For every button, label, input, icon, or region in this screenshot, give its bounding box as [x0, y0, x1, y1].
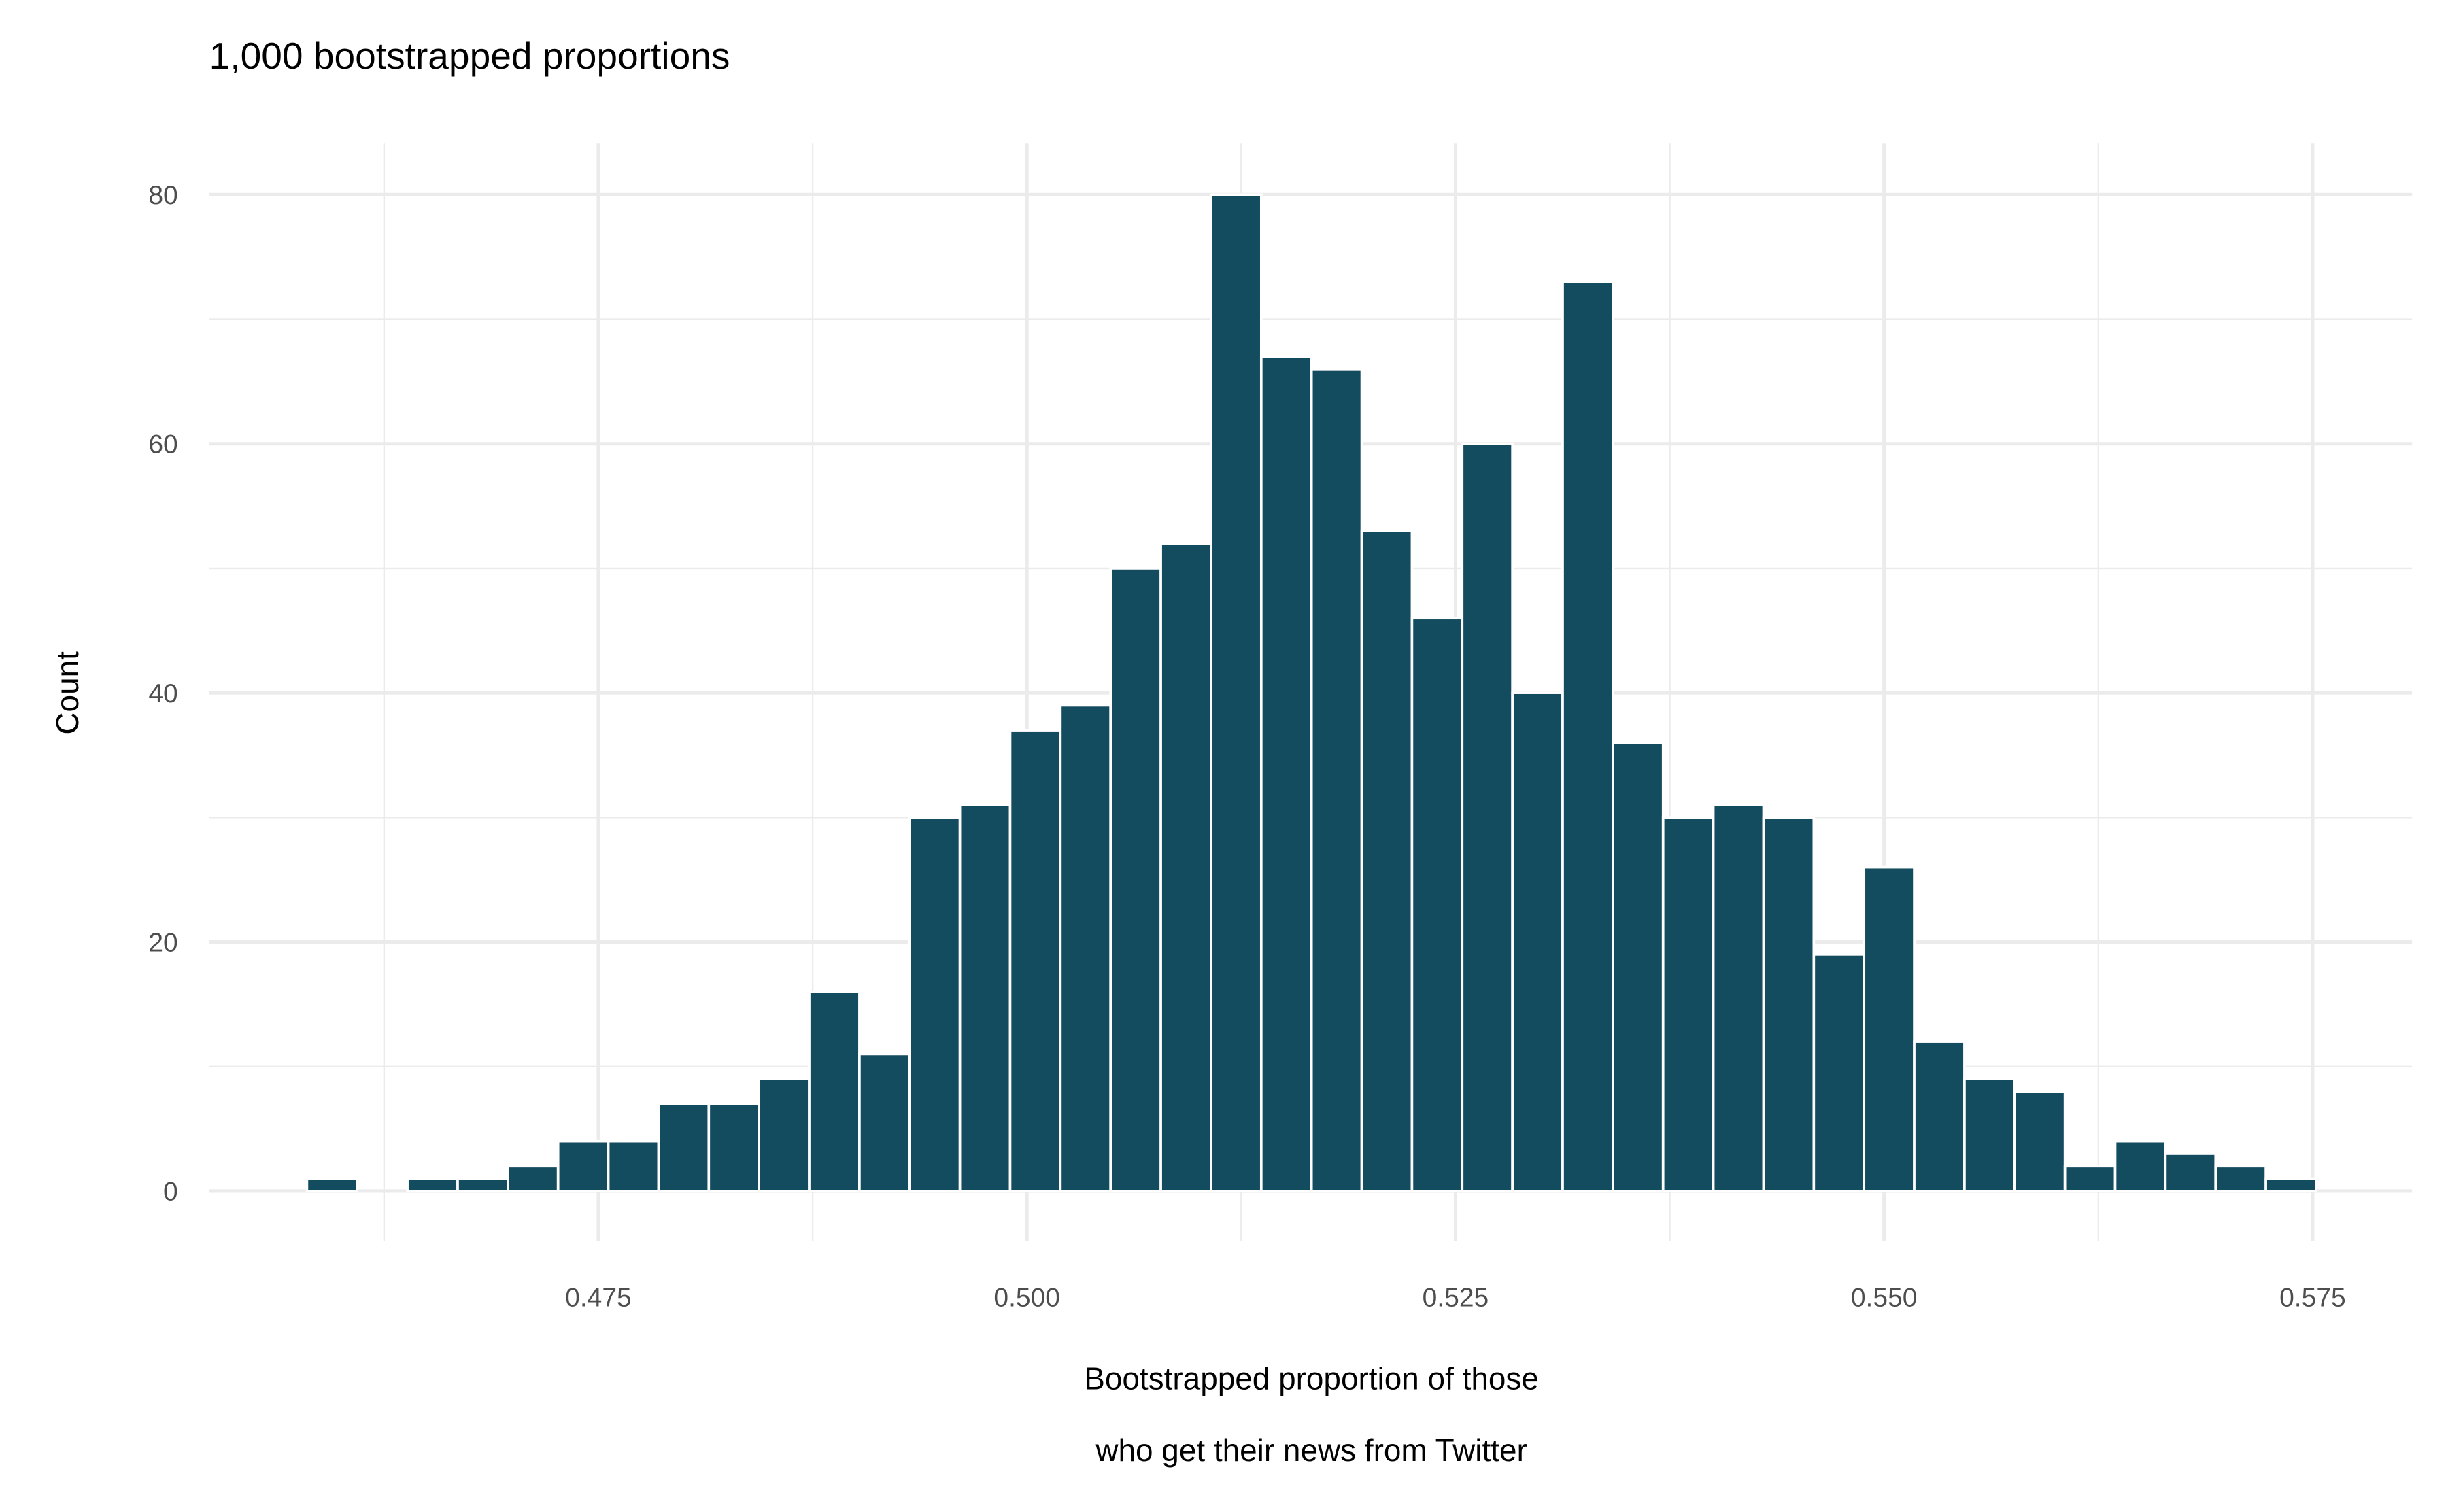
bar: [507, 1165, 560, 1192]
bar: [305, 1177, 359, 1192]
bar: [1059, 704, 1112, 1192]
bar: [456, 1177, 509, 1192]
x-tick-label: 0.525: [1423, 1284, 1489, 1313]
bar: [707, 1102, 761, 1192]
bar: [1008, 729, 1062, 1192]
bar: [958, 804, 1012, 1192]
chart-title: 1,000 bootstrapped proportions: [209, 35, 730, 77]
bar: [758, 1078, 811, 1192]
bar: [1511, 691, 1564, 1192]
bar: [1360, 530, 1414, 1192]
bar: [2013, 1090, 2067, 1192]
bar: [1210, 193, 1263, 1192]
bar: [858, 1052, 911, 1192]
x-tick-label: 0.500: [993, 1284, 1060, 1313]
y-tick-label: 80: [148, 181, 177, 210]
bar: [1310, 367, 1363, 1192]
x-axis-title: Bootstrapped proportion of those: [1084, 1360, 1539, 1396]
bar: [1913, 1040, 1966, 1192]
bar: [2113, 1139, 2167, 1192]
x-tick-label: 0.575: [2279, 1284, 2346, 1313]
bar: [1109, 567, 1162, 1192]
bar: [1762, 816, 1816, 1192]
bar: [1159, 542, 1212, 1192]
bar: [1410, 617, 1464, 1192]
x-tick-label: 0.550: [1851, 1284, 1918, 1313]
bar: [1963, 1078, 2016, 1192]
bar: [2063, 1165, 2117, 1192]
y-tick-label: 60: [148, 430, 177, 460]
bar: [1812, 953, 1866, 1192]
x-axis-title: who get their news from Twitter: [1095, 1432, 1527, 1468]
bar: [657, 1102, 711, 1192]
bar: [1461, 442, 1514, 1192]
y-axis-title: Count: [50, 651, 85, 735]
labels: 1,000 bootstrapped proportions Count Boo…: [50, 35, 2346, 1468]
bar: [1259, 355, 1313, 1192]
bar: [1863, 865, 1916, 1192]
bar: [1561, 280, 1614, 1192]
bar: [607, 1139, 660, 1192]
bar: [2214, 1165, 2267, 1192]
y-tick-label: 20: [148, 928, 177, 957]
bar: [1661, 816, 1715, 1192]
bar: [1712, 804, 1765, 1192]
bar: [2164, 1152, 2217, 1192]
x-tick-label: 0.475: [565, 1284, 632, 1313]
bar: [556, 1139, 610, 1192]
y-tick-label: 0: [163, 1178, 178, 1207]
bar: [1612, 741, 1665, 1192]
bar: [908, 816, 962, 1192]
y-tick-label: 40: [148, 679, 177, 708]
bar: [2264, 1177, 2317, 1192]
bar: [406, 1177, 459, 1192]
bar: [808, 990, 861, 1192]
bars: [305, 193, 2317, 1192]
